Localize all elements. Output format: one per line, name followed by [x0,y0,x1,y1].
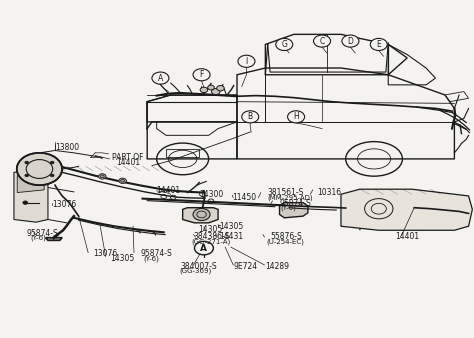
Circle shape [152,72,169,84]
Text: PART OF: PART OF [112,153,143,162]
Circle shape [276,39,293,50]
Text: 14305: 14305 [110,254,135,263]
Text: 55876-S: 55876-S [270,233,302,241]
Circle shape [193,69,210,81]
Circle shape [25,174,28,177]
Text: 14305: 14305 [219,222,243,232]
Polygon shape [46,238,62,240]
Text: 14401: 14401 [117,159,141,167]
Text: 14401: 14401 [156,186,181,195]
Circle shape [50,161,54,164]
Text: (Y-6): (Y-6) [281,205,296,211]
Text: 14431: 14431 [219,233,244,241]
Text: (GG-369): (GG-369) [179,268,211,274]
Text: 384386-S: 384386-S [193,233,230,241]
Polygon shape [346,191,414,227]
Circle shape [99,174,106,179]
Circle shape [288,111,305,123]
Polygon shape [17,173,44,193]
Text: 95874-S: 95874-S [280,199,311,208]
Text: C: C [319,37,325,46]
Circle shape [193,209,210,220]
Polygon shape [280,203,308,218]
Text: B: B [248,112,253,121]
Text: (GG-271-A): (GG-271-A) [191,238,230,245]
Circle shape [242,111,259,123]
Text: F: F [200,70,204,79]
Text: (U-254-EC): (U-254-EC) [266,238,304,245]
Text: 95874-S: 95874-S [27,229,58,238]
Text: 9E724: 9E724 [233,262,257,271]
Circle shape [50,174,54,177]
Circle shape [17,153,62,185]
Circle shape [217,86,224,91]
Circle shape [25,161,28,164]
Polygon shape [341,189,473,230]
Text: 11450: 11450 [232,193,256,202]
Circle shape [211,89,220,95]
Text: (Y-6): (Y-6) [144,255,159,262]
Circle shape [370,39,387,50]
Text: 13076: 13076 [93,249,117,258]
Circle shape [314,35,330,47]
Polygon shape [182,208,218,223]
Circle shape [238,55,255,67]
Text: A: A [201,244,208,252]
Circle shape [194,241,213,255]
Text: 381561-S: 381561-S [268,188,304,197]
Text: 10316: 10316 [318,188,341,197]
Text: 95874-S: 95874-S [140,249,172,258]
Circle shape [119,178,127,184]
Text: H: H [293,112,299,121]
Text: 384007-S: 384007-S [180,262,217,271]
Text: 13800: 13800 [55,143,79,152]
Circle shape [23,201,27,204]
Text: E: E [376,40,381,49]
Text: 14300: 14300 [199,190,223,199]
Circle shape [208,85,214,90]
Text: (MM-295-AD): (MM-295-AD) [268,194,313,200]
Polygon shape [14,169,48,222]
Circle shape [342,35,359,47]
Text: 13076: 13076 [52,200,76,209]
Text: 14401: 14401 [395,233,419,241]
Text: 14305: 14305 [198,225,222,234]
Circle shape [200,87,208,93]
Text: A: A [158,74,163,82]
Text: D: D [347,37,353,46]
Text: G: G [282,40,287,49]
Text: (Y-6): (Y-6) [30,235,46,241]
Text: 14289: 14289 [265,262,289,271]
Text: I: I [246,57,247,66]
